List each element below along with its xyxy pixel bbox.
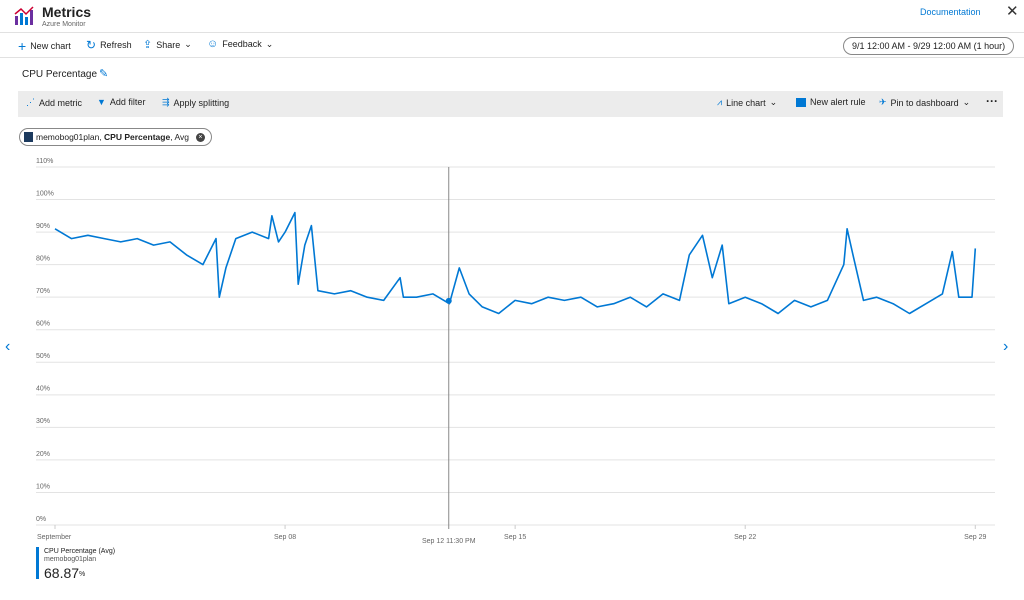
y-tick-label: 90% (36, 223, 50, 230)
label: Line chart (726, 97, 766, 108)
label: Add metric (39, 97, 83, 108)
chart-type-button[interactable]: ⩘ Line chart ⌄ (717, 97, 778, 108)
label: Feedback (222, 39, 262, 49)
y-tick-label: 20% (36, 451, 50, 458)
page-title: Metrics (42, 4, 92, 20)
y-tick-label: 30% (36, 418, 50, 425)
label: New alert rule (810, 97, 866, 107)
y-tick-label: 50% (36, 353, 50, 360)
prev-arrow[interactable]: ‹ (5, 338, 11, 355)
y-tick-label: 10% (36, 483, 50, 490)
add-metric-button[interactable]: ⋰ Add metric (26, 97, 83, 108)
share-button[interactable]: ⇪ Share ⌄ (143, 39, 192, 51)
add-filter-button[interactable]: ▼ Add filter (97, 97, 146, 107)
legend-series: CPU Percentage (Avg) (44, 548, 116, 555)
x-tick-label: September (37, 534, 72, 541)
metrics-icon (14, 6, 34, 25)
new-chart-button[interactable]: + New chart (18, 38, 71, 54)
chart-toolbar (18, 91, 1003, 117)
label: Refresh (100, 40, 132, 50)
pin-to-dashboard-button[interactable]: ✈ Pin to dashboard ⌄ (879, 97, 971, 108)
legend-unit: % (79, 571, 86, 578)
x-tick-label: Sep 08 (274, 534, 296, 541)
y-tick-label: 0% (36, 516, 46, 523)
label: Apply splitting (173, 97, 230, 108)
edit-title-button[interactable]: ✎ (99, 68, 109, 80)
time-range-picker[interactable]: 9/1 12:00 AM - 9/29 12:00 AM (1 hour) (843, 37, 1015, 55)
label: New chart (30, 41, 71, 51)
y-tick-label: 70% (36, 288, 50, 295)
documentation-link[interactable]: Documentation (920, 7, 981, 17)
pill-aggregation: , Avg (170, 132, 189, 142)
label: Add filter (109, 97, 146, 107)
more-button[interactable]: ··· (986, 94, 998, 108)
y-tick-label: 80% (36, 255, 50, 262)
chart-title: CPU Percentage (22, 69, 98, 80)
crosshair-label: Sep 12 11:30 PM (422, 538, 476, 545)
legend-resource: memobog01plan (44, 556, 97, 563)
x-tick-label: Sep 29 (964, 534, 986, 541)
x-tick-label: Sep 15 (504, 534, 526, 541)
new-alert-rule-button[interactable]: New alert rule (796, 97, 866, 107)
close-button[interactable]: ✕ (1006, 3, 1019, 20)
y-tick-label: 110% (36, 158, 53, 165)
label: Pin to dashboard (890, 97, 959, 108)
pill-metric: CPU Percentage (104, 132, 171, 142)
metric-pill[interactable]: memobog01plan, CPU Percentage, Avg × (19, 128, 212, 146)
pill-resource: memobog01plan, (36, 132, 105, 142)
divider (0, 57, 1024, 58)
refresh-button[interactable]: ↻ Refresh (86, 38, 132, 52)
page-subtitle: Azure Monitor (42, 21, 86, 28)
divider (0, 32, 1024, 33)
crosshair-point (445, 297, 452, 304)
x-tick-label: Sep 22 (734, 534, 756, 541)
y-tick-label: 100% (36, 190, 54, 197)
feedback-button[interactable]: ☺ Feedback ⌄ (207, 38, 274, 50)
legend-value: 68.87 (44, 565, 80, 581)
apply-splitting-button[interactable]: ⇶ Apply splitting (162, 97, 230, 108)
legend-swatch (36, 547, 39, 579)
label: Share (156, 39, 181, 50)
y-tick-label: 40% (36, 386, 50, 393)
next-arrow[interactable]: › (1003, 338, 1009, 355)
crosshair-label-bg (418, 533, 479, 547)
data-line (54, 211, 977, 315)
y-tick-label: 60% (36, 321, 50, 328)
